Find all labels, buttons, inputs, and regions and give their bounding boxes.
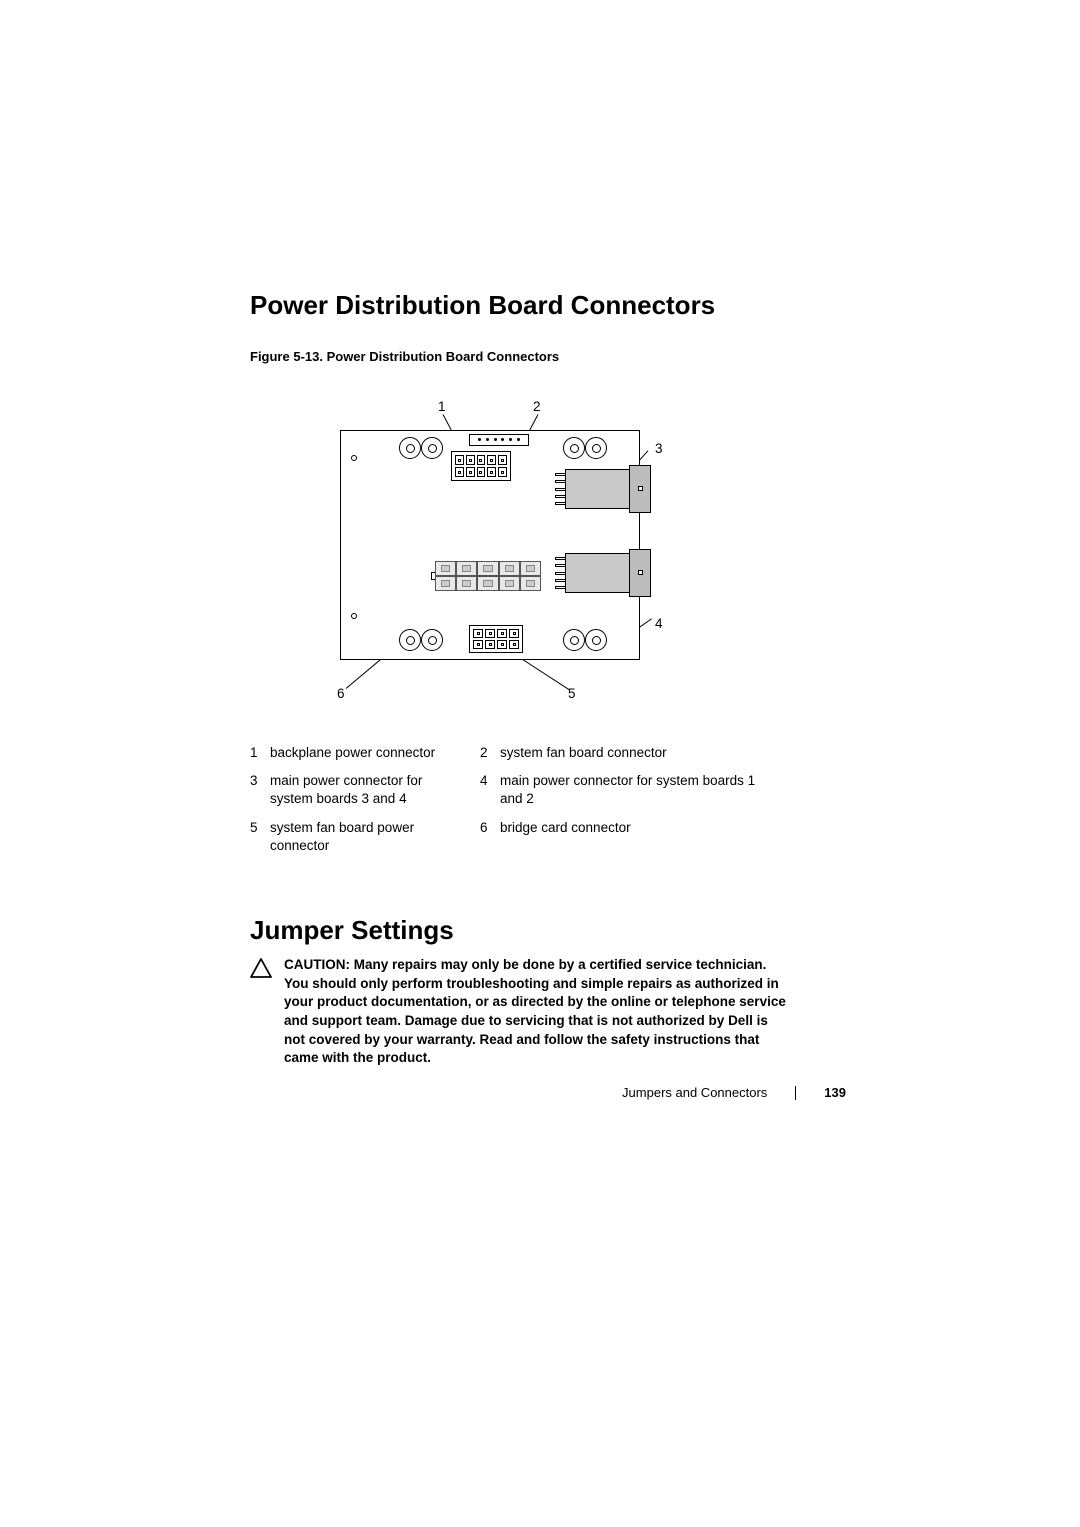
figure-caption: Figure 5-13. Power Distribution Board Co… bbox=[250, 349, 850, 364]
pdb-board-outline bbox=[340, 430, 640, 660]
page-content: Power Distribution Board Connectors Figu… bbox=[250, 290, 850, 1068]
legend-num: 4 bbox=[480, 772, 500, 808]
legend-row: 5 system fan board power connector 6 bri… bbox=[250, 819, 770, 855]
system-fan-board-power-connector bbox=[469, 625, 523, 653]
figure-diagram: 1 2 3 4 5 6 bbox=[320, 394, 850, 734]
ring-pair-bl bbox=[399, 629, 443, 651]
caution-text: CAUTION: Many repairs may only be done b… bbox=[284, 956, 790, 1068]
callout-4: 4 bbox=[655, 616, 663, 631]
page-footer: Jumpers and Connectors 139 bbox=[622, 1085, 846, 1100]
footer-section: Jumpers and Connectors bbox=[622, 1085, 767, 1100]
legend-row: 3 main power connector for system boards… bbox=[250, 772, 770, 808]
legend-num: 5 bbox=[250, 819, 270, 855]
legend-text: system fan board power connector bbox=[270, 819, 480, 855]
legend-text: system fan board connector bbox=[500, 744, 770, 762]
legend-text: main power connector for system boards 3… bbox=[270, 772, 480, 808]
legend-num: 3 bbox=[250, 772, 270, 808]
caution-icon bbox=[250, 956, 274, 1068]
backplane-top-slot bbox=[469, 434, 529, 446]
callout-legend: 1 backplane power connector 2 system fan… bbox=[250, 744, 770, 855]
legend-text: backplane power connector bbox=[270, 744, 480, 762]
legend-num: 2 bbox=[480, 744, 500, 762]
mount-hole bbox=[351, 455, 357, 461]
legend-num: 1 bbox=[250, 744, 270, 762]
ring-pair-tr bbox=[563, 437, 607, 459]
callout-6: 6 bbox=[337, 686, 345, 701]
footer-separator bbox=[795, 1086, 796, 1100]
system-fan-board-slot bbox=[435, 561, 541, 591]
callout-1: 1 bbox=[438, 399, 446, 414]
heading-power-distribution: Power Distribution Board Connectors bbox=[250, 290, 850, 321]
legend-text: main power connector for system boards 1… bbox=[500, 772, 770, 808]
heading-jumper-settings: Jumper Settings bbox=[250, 915, 850, 946]
legend-num: 6 bbox=[480, 819, 500, 855]
ring-pair-tl bbox=[399, 437, 443, 459]
callout-3: 3 bbox=[655, 441, 663, 456]
footer-page-number: 139 bbox=[824, 1085, 846, 1100]
legend-row: 1 backplane power connector 2 system fan… bbox=[250, 744, 770, 762]
caution-block: CAUTION: Many repairs may only be done b… bbox=[250, 956, 790, 1068]
caution-body: Many repairs may only be done by a certi… bbox=[284, 957, 786, 1065]
main-power-connector-3-4 bbox=[565, 465, 651, 513]
caution-lead: CAUTION: bbox=[284, 957, 354, 972]
main-power-connector-1-2 bbox=[565, 549, 651, 597]
callout-2: 2 bbox=[533, 399, 541, 414]
legend-text: bridge card connector bbox=[500, 819, 770, 855]
backplane-power-connector bbox=[451, 451, 511, 481]
mount-hole bbox=[351, 613, 357, 619]
ring-pair-br bbox=[563, 629, 607, 651]
